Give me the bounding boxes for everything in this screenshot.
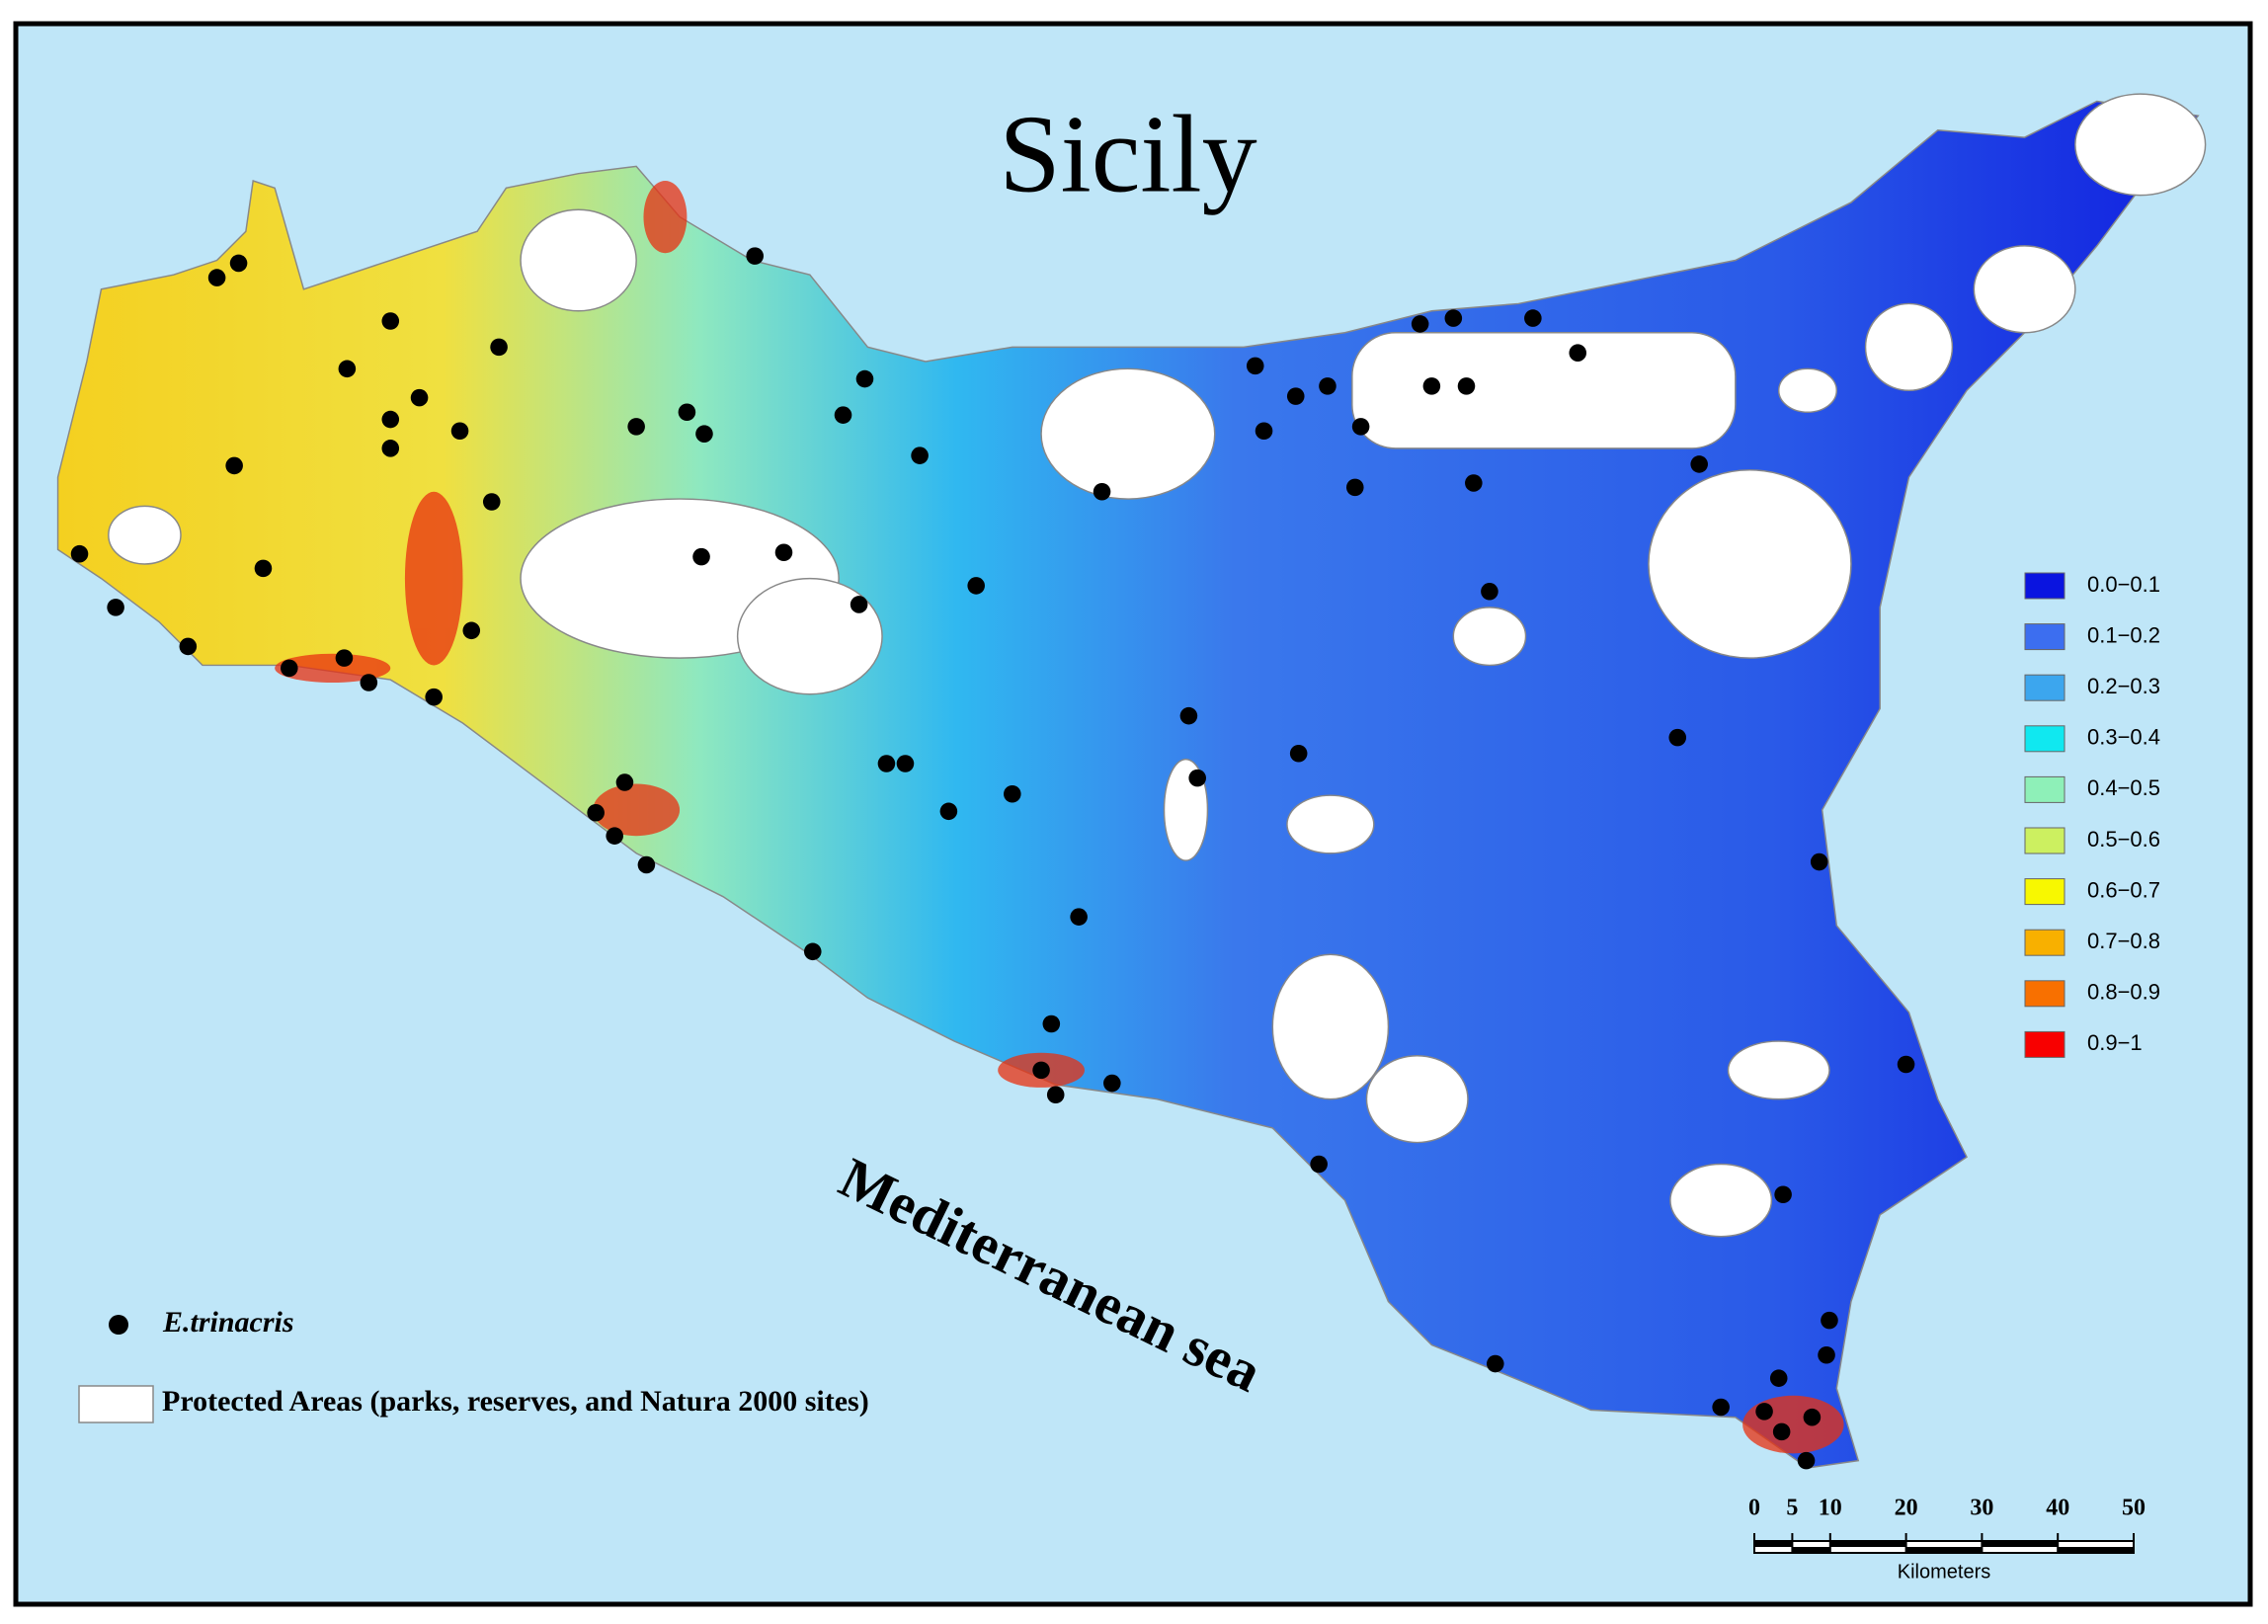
scale-bar-label: 30 (1970, 1496, 1993, 1521)
scale-bar-label: 50 (2122, 1496, 2146, 1521)
legend-swatch (2024, 623, 2066, 651)
legend-label: 0.6−0.7 (2087, 877, 2160, 902)
legend-swatch (2024, 572, 2066, 600)
legend-swatch (2024, 878, 2066, 906)
scale-bar-segment (1982, 1541, 2059, 1547)
map-title: Sicily (999, 94, 1256, 216)
legend-swatch (2024, 980, 2066, 1008)
scale-bar-unit: Kilometers (1898, 1561, 1990, 1583)
legend-swatch (2024, 775, 2066, 803)
scale-bar: 0 5 10 20 30 40 50 Kilometers (1748, 1496, 2146, 1583)
protected-legend-label: Protected Areas (parks, reserves, and Na… (162, 1385, 869, 1418)
legend-swatch (2024, 827, 2066, 854)
scale-bar-segment (1905, 1547, 1983, 1553)
scale-bar-label: 5 (1786, 1496, 1798, 1521)
legend-swatch (2024, 725, 2066, 753)
scale-bar-label: 20 (1895, 1496, 1918, 1521)
species-legend-symbol (109, 1315, 128, 1335)
legend-label: 0.2−0.3 (2087, 674, 2160, 698)
legend: 0.0−0.1 0.1−0.2 0.2−0.3 0.3−0.4 0.4−0.5 0.5−0… (2024, 572, 2160, 1058)
legend-swatch (2024, 1030, 2066, 1058)
legend-label: 0.7−0.8 (2087, 929, 2160, 953)
scale-bar-segment (1754, 1541, 1793, 1547)
hotspots (275, 181, 1844, 1454)
scale-bar-label: 0 (1748, 1496, 1760, 1521)
legend-label: 0.0−0.1 (2087, 572, 2160, 597)
legend-swatch (2024, 929, 2066, 956)
scale-bar-segment (1829, 1541, 1906, 1547)
scale-bar-segment (2058, 1547, 2134, 1553)
legend-label: 0.5−0.6 (2087, 827, 2160, 852)
protected-legend-symbol (78, 1385, 154, 1423)
scale-bar-segment (1792, 1547, 1830, 1553)
legend-label: 0.9−1 (2087, 1030, 2143, 1055)
legend-label: 0.1−0.2 (2087, 622, 2160, 647)
scale-bar-label: 10 (1819, 1496, 1842, 1521)
scale-bar-label: 40 (2046, 1496, 2069, 1521)
legend-label: 0.4−0.5 (2087, 775, 2160, 800)
legend-swatch (2024, 674, 2066, 701)
legend-label: 0.8−0.9 (2087, 980, 2160, 1005)
protected-areas (108, 93, 2207, 1238)
species-legend-label: E.trinacris (162, 1306, 294, 1339)
island-layer (56, 93, 2207, 1470)
occurrence-points (70, 247, 1915, 1470)
legend-label: 0.3−0.4 (2087, 725, 2160, 750)
